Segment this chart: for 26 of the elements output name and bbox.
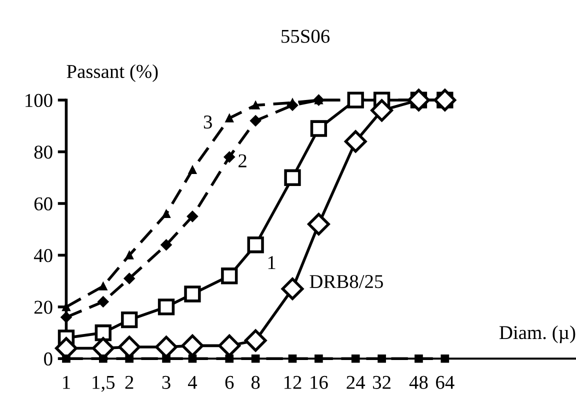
y-tick-label: 20	[34, 300, 52, 314]
x-tick-label: 48	[409, 376, 428, 389]
x-tick-label: 32	[373, 376, 390, 389]
x-tick-label: 4	[188, 376, 198, 389]
y-tick-label: 80	[34, 146, 52, 159]
x-tick-label: 64	[436, 376, 454, 389]
y-tick-label: 0	[44, 352, 52, 366]
x-tick-label: 12	[284, 376, 302, 389]
series-label: 3	[204, 116, 212, 129]
chart-title: 55S06	[282, 30, 330, 43]
x-tick-label: 24	[346, 376, 366, 389]
x-tick-label: 2	[125, 376, 134, 389]
y-axis-title: Passant (%)	[66, 64, 158, 82]
y-tick-label: 100	[26, 94, 52, 108]
x-tick-label: 3	[162, 376, 170, 389]
series-label: DRB8/25	[310, 275, 383, 288]
x-axis-title: Diam. (µ)	[499, 325, 576, 344]
x-tick-label: 16	[310, 376, 328, 389]
series-label: 1	[268, 256, 276, 269]
y-tick-label: 60	[34, 197, 52, 210]
x-tick-label: 1	[63, 376, 70, 389]
series-label: 2	[238, 154, 246, 168]
x-tick-label: 1,5	[92, 376, 115, 392]
x-tick-label: 8	[251, 376, 260, 389]
y-tick-label: 40	[34, 249, 52, 262]
x-tick-label: 6	[225, 376, 234, 389]
